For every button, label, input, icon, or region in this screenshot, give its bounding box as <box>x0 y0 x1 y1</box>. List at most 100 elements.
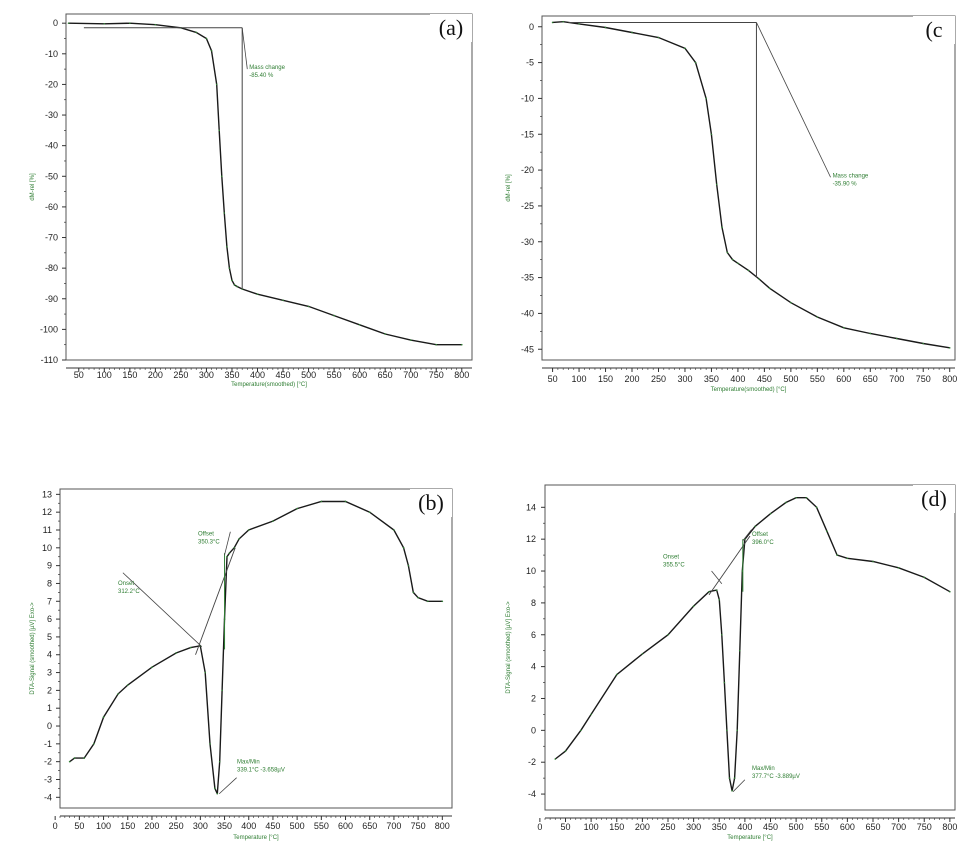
offset-value: 350.3°C <box>198 539 220 545</box>
x-tick-label: 550 <box>814 822 829 832</box>
minmax-label: Max/Min <box>752 766 775 772</box>
panel-label-box <box>913 16 955 44</box>
tangent-line <box>195 547 236 655</box>
y-tick-label: -4 <box>44 792 52 802</box>
y-tick-label: -20 <box>521 165 534 175</box>
y-tick-label: 8 <box>531 598 536 608</box>
data-point <box>231 279 233 282</box>
data-point <box>747 269 750 272</box>
data-point <box>710 133 713 136</box>
panel-label: (c <box>925 17 942 42</box>
x-tick-label: 650 <box>863 374 878 384</box>
data-point <box>247 529 250 531</box>
data-point <box>949 590 951 593</box>
x-tick-label: 500 <box>783 374 798 384</box>
y-tick-label: 5 <box>47 632 52 642</box>
data-point <box>580 729 582 732</box>
plot-frame <box>541 15 956 361</box>
x-tick-label: 450 <box>757 374 772 384</box>
data-point <box>758 278 760 280</box>
data-point <box>895 337 898 340</box>
mass-change-value: -35.90 % <box>833 181 858 187</box>
y-axis-label: dM-rel [%] <box>30 173 36 201</box>
data-point <box>615 673 618 676</box>
y-tick-label: 2 <box>531 693 536 703</box>
y-tick-label: -110 <box>41 355 58 365</box>
x-tick-label: 800 <box>942 822 957 832</box>
x-tick-label: 0 <box>537 822 542 832</box>
chart-panel-a: 0 -10 -20 -30 -40 -50 -60 -70 -80 -90 -100 -110 50 10… <box>30 13 473 388</box>
y-tick-label: 0 <box>529 22 534 32</box>
data-point <box>737 262 739 265</box>
data-point <box>769 512 772 515</box>
x-tick-label: 250 <box>660 822 675 832</box>
x-tick-label: 400 <box>730 374 745 384</box>
data-point <box>715 183 718 186</box>
x-tick-label: 50 <box>548 374 558 384</box>
x-tick-label: 800 <box>942 374 957 384</box>
data-point <box>216 792 219 795</box>
y-tick-label: -3 <box>44 774 52 784</box>
data-point <box>204 671 206 674</box>
x-tick-label: 150 <box>122 370 137 380</box>
x-axis-label: Temperature [°C] <box>233 835 279 841</box>
panel-label: (a) <box>439 15 463 40</box>
mass-change-leader <box>756 22 831 178</box>
x-tick-label: 50 <box>560 822 570 832</box>
y-tick-label: 0 <box>47 721 52 731</box>
data-point <box>175 652 177 654</box>
y-tick-label: 0 <box>531 725 536 735</box>
y-tick-label: -5 <box>526 58 534 68</box>
data-point <box>344 500 347 503</box>
data-point <box>754 525 756 528</box>
data-point <box>209 743 211 745</box>
x-tick-label: 100 <box>96 821 111 831</box>
data-point <box>256 293 259 295</box>
plot-frame <box>65 13 473 361</box>
x-tick-label: 650 <box>865 822 880 832</box>
data-point <box>554 758 557 760</box>
x-tick-label: 300 <box>677 374 692 384</box>
y-tick-label: -40 <box>45 141 58 151</box>
y-tick-label: -50 <box>45 171 58 181</box>
x-tick-label: 150 <box>120 821 135 831</box>
x-tick-label: 50 <box>74 821 84 831</box>
chart-panel-d: 14 12 10 8 6 4 2 0 -2 -4 0 50 100 150 200 250 300 350 400 4… <box>506 484 957 841</box>
data-point <box>129 22 131 24</box>
x-tick-label: 400 <box>737 822 752 832</box>
panel-label-box <box>913 485 955 513</box>
y-tick-label: -100 <box>40 324 58 334</box>
data-point <box>738 649 741 652</box>
x-tick-label: 350 <box>712 822 727 832</box>
data-point <box>795 496 797 499</box>
data-point <box>221 689 223 692</box>
data-point <box>226 245 228 248</box>
x-tick-label: 350 <box>217 821 232 831</box>
x-tick-label: 250 <box>169 821 184 831</box>
x-tick-label: 500 <box>290 821 305 831</box>
y-axis-label: DTA-Signal (smoothed) [µV] Exo-> <box>30 602 36 695</box>
data-point <box>705 97 707 100</box>
x-tick-label: 700 <box>889 374 904 384</box>
y-tick-label: 2 <box>47 685 52 695</box>
chart-panel-c: 0 -5 -10 -15 -20 -25 -30 -35 -40 -45 50 100 150 200 25… <box>506 15 957 393</box>
data-point <box>435 343 438 346</box>
onset-value: 312.2°C <box>118 589 140 595</box>
data-point <box>721 633 723 636</box>
data-point <box>718 598 721 601</box>
plot-frame <box>544 484 956 811</box>
minmax-label: Max/Min <box>237 759 260 765</box>
data-point <box>103 22 106 25</box>
x-tick-label: 50 <box>74 370 84 380</box>
y-tick-label: -90 <box>45 294 58 304</box>
data-point <box>715 589 718 591</box>
data-point <box>846 557 849 560</box>
x-tick-label: 700 <box>891 822 906 832</box>
x-tick-label: 550 <box>810 374 825 384</box>
data-point <box>427 600 429 603</box>
panel-label: (d) <box>921 486 947 511</box>
x-tick-label: 150 <box>598 374 613 384</box>
x-tick-label: 750 <box>411 821 426 831</box>
data-point <box>238 538 240 540</box>
y-tick-label: 6 <box>531 630 536 640</box>
